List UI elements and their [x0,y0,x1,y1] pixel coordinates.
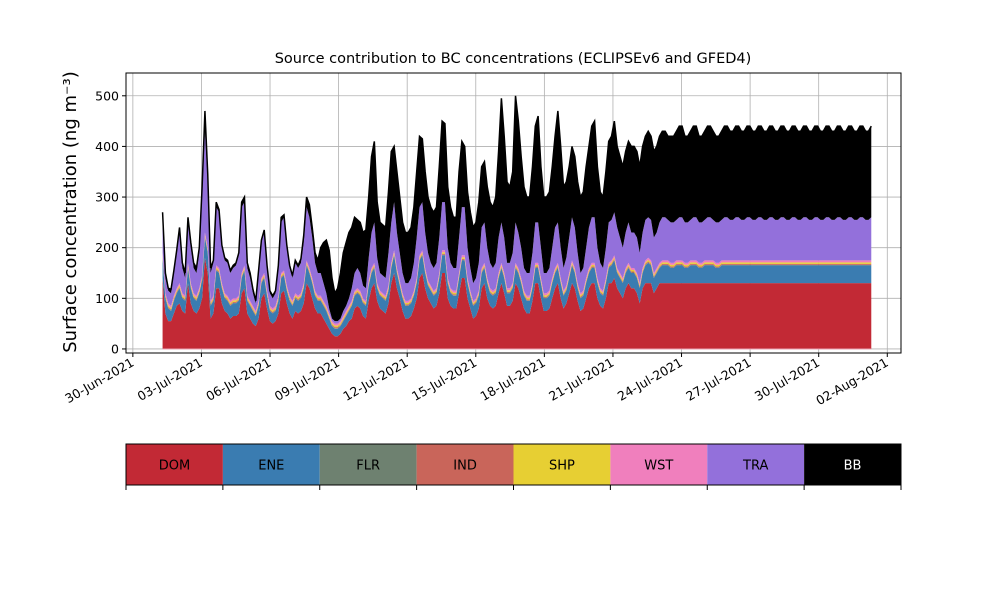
legend-label-shp: SHP [549,459,575,474]
legend-swatch-shp [513,444,611,485]
area-ene [162,237,872,337]
x-tick-label: 12-Jul-2021 [340,355,410,404]
area-dom [162,257,872,349]
x-tick-label: 02-Aug-2021 [813,355,891,408]
legend-swatch-tra [707,444,805,485]
area-wst [162,232,872,326]
legend-swatch-ene [222,444,320,485]
x-tick-label: 30-Jun-2021 [62,355,136,406]
x-tick-label: 06-Jul-2021 [203,355,273,404]
x-tick-label: 09-Jul-2021 [272,355,342,404]
x-tick-label: 18-Jul-2021 [478,355,548,404]
legend-label-wst: WST [644,459,673,474]
legend: DOM ENE FLR IND SHP WST TRA BB [125,443,902,490]
x-axis-ticks: 30-Jun-202103-Jul-202106-Jul-202109-Jul-… [62,353,891,408]
x-tick-label: 24-Jul-2021 [615,355,685,404]
legend-label-dom: DOM [159,459,190,474]
y-tick-label: 200 [95,240,119,255]
x-tick-label: 27-Jul-2021 [683,355,753,404]
legend-swatch-bb [804,444,901,485]
legend-swatch-wst [610,444,708,485]
area-shp [162,234,872,328]
legend-label-flr: FLR [356,459,380,474]
area-ind [162,236,872,329]
y-tick-label: 0 [111,341,119,356]
area-tra [162,131,872,324]
legend-label-ind: IND [453,459,477,474]
legend-label-ene: ENE [258,459,284,474]
legend-swatch-flr [319,444,417,485]
y-tick-label: 300 [95,190,119,205]
plot-areas [161,95,872,350]
x-tick-label: 03-Jul-2021 [135,355,205,404]
y-tick-label: 500 [95,88,119,103]
legend-label-tra: TRA [742,459,768,474]
x-tick-label: 21-Jul-2021 [546,355,616,404]
y-axis-ticks: 0 100 200 300 400 500 [95,88,126,356]
y-axis-label: Surface concentration (ng m⁻³) [60,71,81,353]
y-tick-label: 400 [95,139,119,154]
x-tick-label: 15-Jul-2021 [409,355,479,404]
axes [125,72,902,354]
y-tick-label: 100 [95,291,119,306]
legend-swatch-dom [126,444,223,485]
x-tick-label: 30-Jul-2021 [752,355,822,404]
legend-label-bb: BB [844,459,862,474]
total-line [161,95,872,302]
plot-frame [125,72,902,354]
chart-title: Source contribution to BC concentrations… [275,51,752,67]
legend-swatch-ind [416,444,514,485]
area-bb [162,95,872,322]
